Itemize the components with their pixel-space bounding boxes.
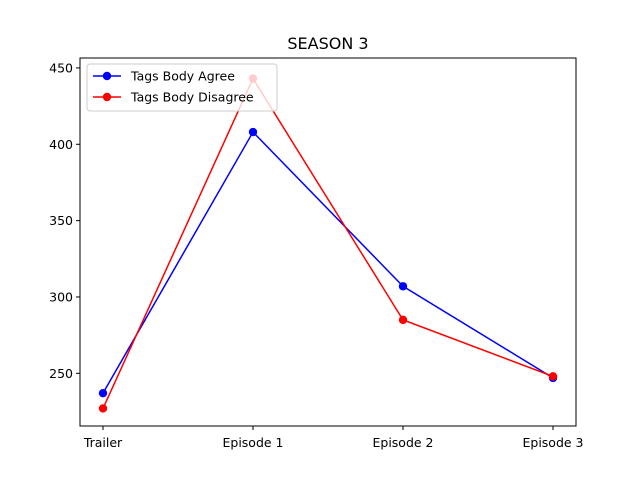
x-tick-label-3: Episode 3 xyxy=(522,435,583,450)
y-tick-label-2: 350 xyxy=(49,213,73,228)
data-point-0-2 xyxy=(398,282,408,291)
series-line-1 xyxy=(102,77,554,409)
y-tick-label-4: 450 xyxy=(49,60,73,75)
data-point-0-0 xyxy=(98,388,108,398)
x-tick-label-1: Episode 1 xyxy=(222,435,283,450)
data-point-1-2 xyxy=(398,315,408,325)
legend-box xyxy=(86,63,278,112)
data-point-1-3 xyxy=(548,372,558,381)
data-point-0-1 xyxy=(248,127,258,137)
chart-title: SEASON 3 xyxy=(287,34,368,53)
axis-ticks: Trailer Episode 1 Episode 2 Episode 3 250 300… xyxy=(49,60,583,450)
y-tick-label-1: 300 xyxy=(49,289,73,304)
series-line-0 xyxy=(102,130,554,394)
x-tick-label-2: Episode 2 xyxy=(372,435,433,450)
plot-frame xyxy=(79,57,577,427)
data-point-1-0 xyxy=(98,404,108,413)
legend-label-1: Tags Body Disagree xyxy=(130,90,254,105)
y-tick-label-0: 250 xyxy=(49,366,73,381)
legend-marker-0 xyxy=(102,71,112,81)
legend-marker-1 xyxy=(102,92,112,102)
y-tick-label-3: 400 xyxy=(49,137,73,152)
legend-label-0: Tags Body Agree xyxy=(130,69,235,84)
x-tick-label-0: Trailer xyxy=(83,435,123,450)
legend: Tags Body Agree Tags Body Disagree xyxy=(86,63,278,112)
